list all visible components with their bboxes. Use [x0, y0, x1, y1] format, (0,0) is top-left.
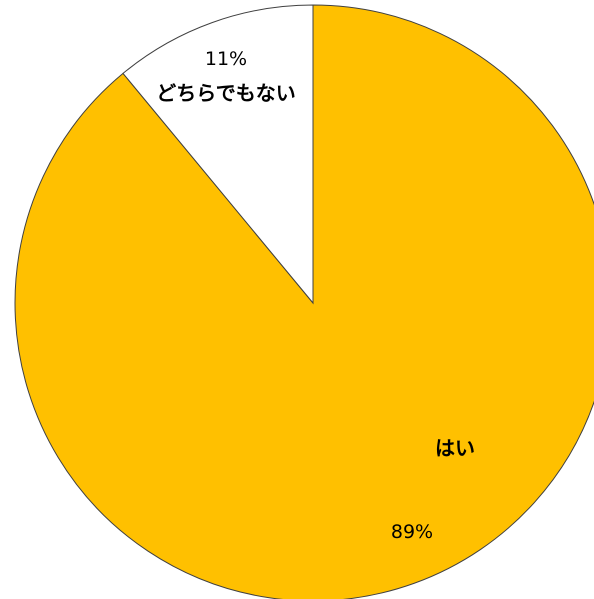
slice-value-hai: 89% [391, 521, 433, 543]
slice-label-hai: はい [435, 436, 475, 460]
slice-value-dochirademonai: 11% [205, 48, 247, 70]
pie-slice-1 [122, 4, 314, 305]
pie-labels: はい 89% 11% どちらでもない [156, 48, 475, 543]
pie-slices [14, 4, 594, 599]
slice-label-dochirademonai: どちらでもない [156, 81, 295, 105]
pie-slice-0 [14, 4, 594, 599]
